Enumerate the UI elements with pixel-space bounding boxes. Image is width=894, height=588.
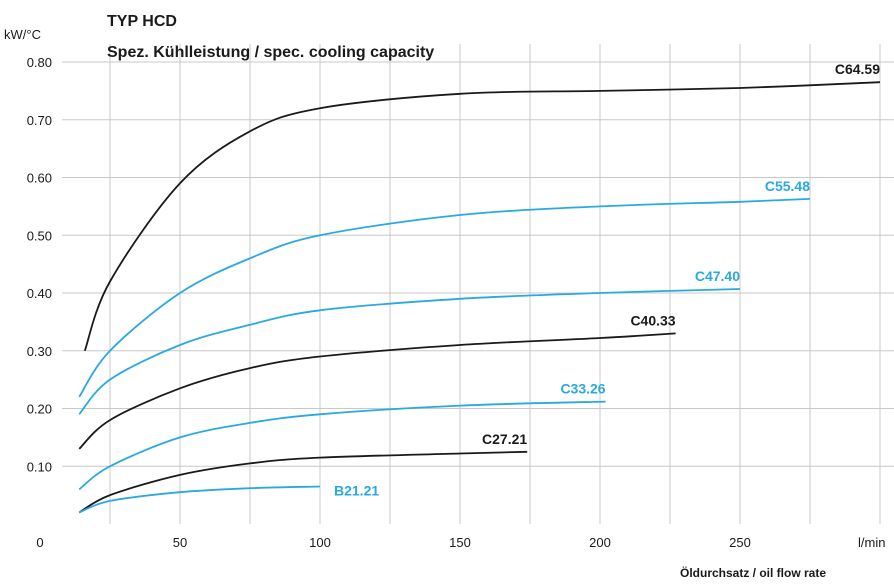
series-label: C33.26: [560, 381, 605, 397]
series-line-c40-33: [78, 332, 676, 450]
y-tick-label: 0.70: [27, 113, 52, 128]
y-tick-label: 0.40: [27, 286, 52, 301]
series-label: C55.48: [765, 178, 810, 194]
y-tick-label: 0.80: [27, 55, 52, 70]
series-line-c64-59: [83, 81, 881, 352]
chart-subtitle: Spez. Kühlleistung / spec. cooling capac…: [107, 44, 434, 61]
x-tick-label: 50: [173, 535, 187, 550]
y-tick-label: 0.50: [27, 228, 52, 243]
series-group: [78, 81, 881, 514]
series-line-c55-48: [78, 198, 811, 398]
text-group: TYP HCD Spez. Kühlleistung / spec. cooli…: [4, 13, 885, 580]
x-tick-label: 0: [36, 535, 43, 550]
x-axis-label: Öldurchsatz / oil flow rate: [680, 565, 826, 580]
y-tick-label: 0.30: [27, 344, 52, 359]
series-label: B21.21: [334, 482, 379, 498]
series-label: C47.40: [695, 268, 740, 284]
y-tick-label: 0.20: [27, 402, 52, 417]
series-label: C64.59: [835, 61, 880, 77]
series-line-c33-26: [78, 400, 606, 491]
x-tick-label: 100: [309, 535, 331, 550]
x-tick-label: 150: [449, 535, 471, 550]
grid: [62, 44, 894, 524]
chart-title: TYP HCD: [107, 13, 177, 30]
y-tick-label: 0.10: [27, 459, 52, 474]
series-line-c47-40: [78, 288, 741, 415]
y-tick-label: 0.60: [27, 171, 52, 186]
series-label: C40.33: [630, 312, 675, 328]
series-label: C27.21: [482, 431, 527, 447]
x-tick-label: 250: [729, 535, 751, 550]
x-tick-label: 200: [589, 535, 611, 550]
x-axis-unit: l/min: [858, 535, 885, 550]
y-axis-label: kW/°C: [4, 27, 41, 42]
series-line-c27-21: [78, 450, 528, 514]
series-line-b21-21: [78, 485, 321, 514]
